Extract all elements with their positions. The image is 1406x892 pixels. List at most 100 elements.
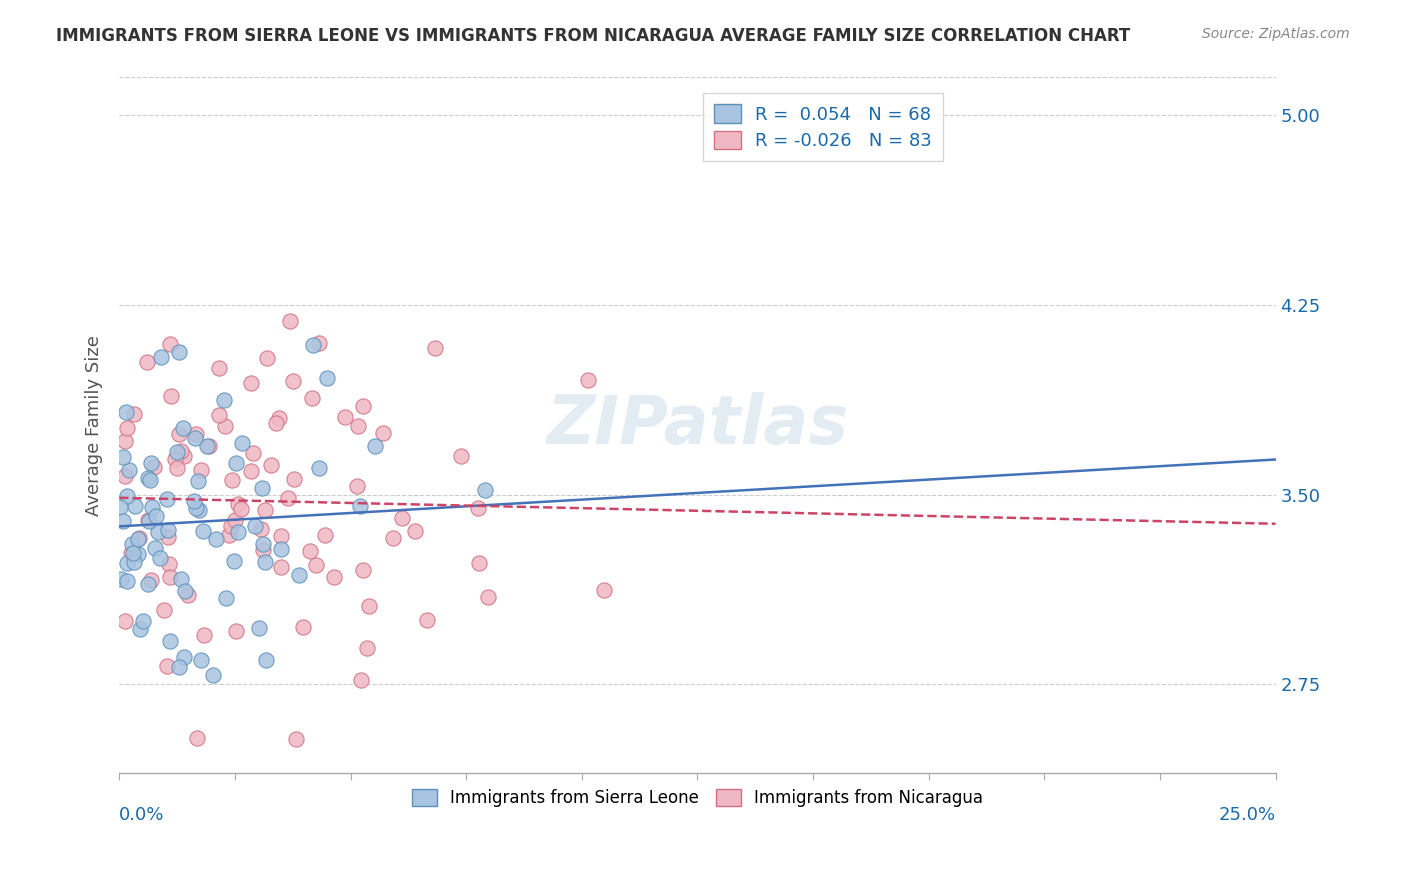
Point <box>247 622 270 636</box>
Legend: Immigrants from Sierra Leone, Immigrants from Nicaragua: Immigrants from Sierra Leone, Immigrants… <box>405 782 990 814</box>
Point <box>112 514 135 528</box>
Point <box>357 599 380 613</box>
Point <box>467 500 489 515</box>
Point <box>124 499 146 513</box>
Point <box>115 489 138 503</box>
Point <box>117 574 139 589</box>
Point <box>252 537 274 551</box>
Text: Source: ZipAtlas.com: Source: ZipAtlas.com <box>1202 27 1350 41</box>
Point <box>115 405 138 419</box>
Point <box>208 361 231 376</box>
Point <box>404 524 426 539</box>
Point <box>157 557 180 571</box>
Point <box>124 555 146 569</box>
Point <box>156 659 179 673</box>
Point <box>174 584 197 599</box>
Point <box>249 522 271 536</box>
Point <box>316 370 339 384</box>
Point <box>141 573 163 587</box>
Point <box>214 419 236 434</box>
Point <box>468 557 491 571</box>
Point <box>143 460 166 475</box>
Point <box>122 407 145 421</box>
Point <box>136 513 159 527</box>
Point <box>187 474 209 488</box>
Point <box>308 461 330 475</box>
Point <box>264 417 287 431</box>
Point <box>121 537 143 551</box>
Point <box>305 558 328 572</box>
Point <box>191 524 214 538</box>
Point <box>186 731 208 745</box>
Point <box>159 634 181 648</box>
Point <box>391 511 413 525</box>
Point <box>204 533 226 547</box>
Point <box>135 355 157 369</box>
Point <box>252 543 274 558</box>
Point <box>278 313 301 327</box>
Point <box>245 519 267 533</box>
Point <box>253 503 276 517</box>
Point <box>308 336 330 351</box>
Point <box>292 620 315 634</box>
Point <box>165 452 187 467</box>
Point <box>190 463 212 477</box>
Point <box>173 449 195 463</box>
Point <box>349 500 371 514</box>
Text: 25.0%: 25.0% <box>1219 805 1275 824</box>
Point <box>256 351 278 366</box>
Point <box>156 491 179 506</box>
Point <box>188 502 211 516</box>
Point <box>322 570 344 584</box>
Text: 0.0%: 0.0% <box>120 805 165 824</box>
Point <box>270 541 292 556</box>
Point <box>416 613 439 627</box>
Point <box>129 622 152 636</box>
Point <box>208 408 231 422</box>
Point <box>225 624 247 639</box>
Point <box>281 374 304 388</box>
Point <box>254 653 277 667</box>
Point <box>301 391 323 405</box>
Point <box>108 500 131 514</box>
Point <box>302 337 325 351</box>
Point <box>148 524 170 539</box>
Point <box>167 660 190 674</box>
Point <box>382 532 405 546</box>
Point <box>224 512 246 526</box>
Point <box>224 553 246 567</box>
Point <box>215 591 238 605</box>
Point <box>198 439 221 453</box>
Point <box>149 551 172 566</box>
Point <box>170 443 193 458</box>
Point <box>221 473 243 487</box>
Point <box>136 577 159 591</box>
Text: IMMIGRANTS FROM SIERRA LEONE VS IMMIGRANTS FROM NICARAGUA AVERAGE FAMILY SIZE CO: IMMIGRANTS FROM SIERRA LEONE VS IMMIGRAN… <box>56 27 1130 45</box>
Point <box>149 350 172 364</box>
Point <box>138 474 160 488</box>
Point <box>267 410 290 425</box>
Point <box>143 541 166 556</box>
Point <box>152 603 174 617</box>
Point <box>352 400 374 414</box>
Point <box>183 494 205 508</box>
Point <box>218 528 240 542</box>
Point <box>166 460 188 475</box>
Point <box>270 560 292 574</box>
Point <box>127 547 149 561</box>
Point <box>314 527 336 541</box>
Point <box>240 376 263 390</box>
Point <box>145 508 167 523</box>
Point <box>114 434 136 448</box>
Point <box>195 439 218 453</box>
Point <box>167 344 190 359</box>
Point <box>190 653 212 667</box>
Y-axis label: Average Family Size: Average Family Size <box>86 334 103 516</box>
Point <box>212 393 235 408</box>
Text: ZIPatlas: ZIPatlas <box>547 392 848 458</box>
Point <box>127 532 149 546</box>
Point <box>138 471 160 485</box>
Point <box>285 732 308 747</box>
Point <box>287 568 309 582</box>
Point <box>356 641 378 656</box>
